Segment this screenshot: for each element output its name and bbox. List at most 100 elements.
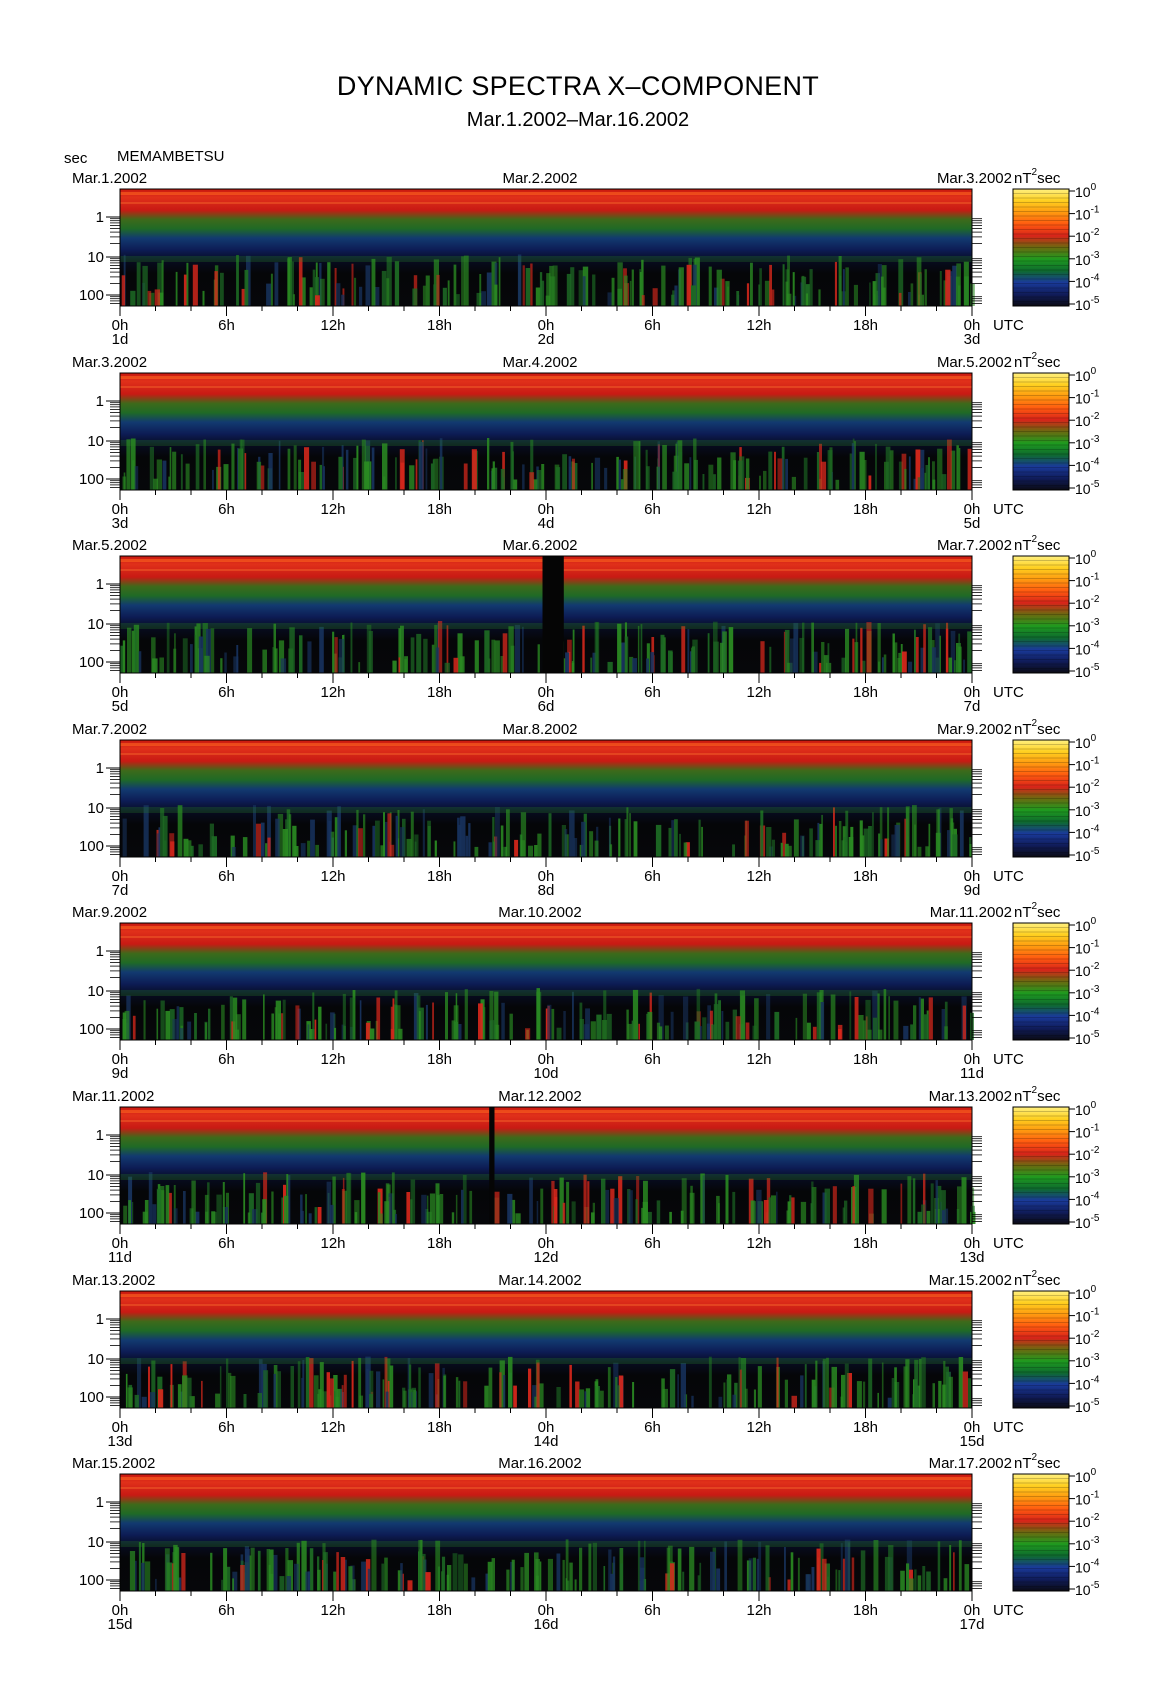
x-tick-label: 6h (218, 1602, 235, 1619)
x-tick-label: 6h (218, 1235, 235, 1252)
panel-date-right: Mar.7.2002 (937, 537, 1012, 554)
colorbar-tick-label: 10-4 (1075, 272, 1100, 290)
colorbar-tick-label: 10-4 (1075, 456, 1100, 474)
x-tick-label: 0h (538, 1051, 555, 1068)
y-tick-label: 100 (79, 1572, 104, 1589)
x-tick-label: 12h (320, 317, 345, 334)
colorbar-unit: nT2sec (1014, 351, 1061, 371)
panel-date-mid: Mar.2.2002 (502, 170, 577, 187)
x-tick-label: 0h (964, 1419, 981, 1436)
colorbar-tick-label: 100 (1075, 182, 1097, 200)
y-tick-label: 1 (96, 576, 104, 593)
x-tick-label: 6h (644, 317, 661, 334)
x-tick-label: 0h (964, 868, 981, 885)
colorbar-tick-label: 10-2 (1075, 594, 1100, 612)
x-tick-label: 0h (964, 1235, 981, 1252)
panel-date-mid: Mar.4.2002 (502, 354, 577, 371)
y-tick-label: 1 (96, 393, 104, 410)
day-label: 8d (538, 882, 555, 899)
x-tick-label: 18h (427, 501, 452, 518)
x-tick-label: 12h (746, 501, 771, 518)
spectrum-panel: Mar.13.2002 Mar.14.2002 Mar.15.2002 1 10 100 0… (72, 1269, 1100, 1450)
y-tick-label: 10 (87, 1167, 104, 1184)
x-tick-label: 6h (644, 868, 661, 885)
colorbar-tick-label: 10-3 (1075, 1168, 1100, 1186)
day-label: 15d (959, 1433, 984, 1450)
y-tick-label: 1 (96, 209, 104, 226)
colorbar-tick-label: 10-4 (1075, 1557, 1100, 1575)
day-label: 12d (533, 1249, 558, 1266)
x-tick-label: 18h (853, 1419, 878, 1436)
utc-label: UTC (993, 1051, 1024, 1068)
colorbar-tick-label: 100 (1075, 1467, 1097, 1485)
colorbar-tick-label: 10-5 (1075, 479, 1100, 497)
panel-date-left: Mar.11.2002 (72, 1088, 154, 1105)
x-tick-label: 0h (112, 317, 129, 334)
panel-date-right: Mar.17.2002 (929, 1455, 1012, 1472)
day-label: 13d (107, 1433, 132, 1450)
day-label: 15d (107, 1616, 132, 1633)
spectrum-panel: Mar.9.2002 Mar.10.2002 Mar.11.2002 1 10 100 0h… (72, 901, 1100, 1082)
y-tick-label: 10 (87, 1351, 104, 1368)
colorbar-tick-label: 10-4 (1075, 1006, 1100, 1024)
x-tick-label: 6h (218, 1419, 235, 1436)
x-tick-label: 6h (218, 684, 235, 701)
activity-streaks (122, 988, 974, 1040)
panel-date-mid: Mar.6.2002 (502, 537, 577, 554)
x-tick-label: 12h (746, 684, 771, 701)
x-tick-label: 18h (427, 868, 452, 885)
day-label: 17d (959, 1616, 984, 1633)
x-tick-label: 0h (538, 1602, 555, 1619)
colorbar-unit: nT2sec (1014, 1269, 1061, 1289)
panel-date-mid: Mar.16.2002 (498, 1455, 581, 1472)
spectrum-panel: Mar.7.2002 Mar.8.2002 Mar.9.2002 1 10 100 0h 6h… (72, 718, 1100, 899)
colorbar-tick-label: 10-5 (1075, 1029, 1100, 1047)
activity-streaks (122, 438, 972, 490)
colorbar-tick-label: 10-5 (1075, 1397, 1100, 1415)
panel-date-left: Mar.3.2002 (72, 354, 147, 371)
x-tick-label: 0h (964, 1051, 981, 1068)
x-tick-label: 0h (964, 317, 981, 334)
colorbar-tick-label: 10-2 (1075, 1512, 1100, 1530)
colorbar-tick-label: 10-2 (1075, 778, 1100, 796)
colorbar-tick-label: 10-5 (1075, 662, 1100, 680)
utc-label: UTC (993, 1235, 1024, 1252)
x-tick-label: 18h (427, 317, 452, 334)
day-label: 3d (112, 515, 129, 532)
colorbar-tick-label: 10-4 (1075, 1374, 1100, 1392)
x-tick-label: 6h (644, 684, 661, 701)
data-gap (489, 1107, 495, 1224)
panel-date-mid: Mar.14.2002 (498, 1272, 581, 1289)
x-tick-label: 0h (964, 1602, 981, 1619)
x-tick-label: 0h (112, 868, 129, 885)
colorbar-tick-label: 100 (1075, 1284, 1097, 1302)
colorbar-tick-label: 10-4 (1075, 1190, 1100, 1208)
y-tick-label: 10 (87, 800, 104, 817)
colorbar: 100 10-1 10-2 10-3 10-4 10-5 nT2sec (1012, 1452, 1100, 1598)
y-tick-label: 1 (96, 1311, 104, 1328)
x-tick-label: 6h (218, 1051, 235, 1068)
day-label: 14d (533, 1433, 558, 1450)
x-tick-label: 12h (746, 1602, 771, 1619)
colorbar-tick-label: 100 (1075, 1100, 1097, 1118)
colorbar-unit: nT2sec (1014, 1452, 1061, 1472)
panel-date-right: Mar.13.2002 (929, 1088, 1012, 1105)
colorbar-tick-label: 10-2 (1075, 1329, 1100, 1347)
colorbar-tick-label: 10-2 (1075, 227, 1100, 245)
day-label: 5d (112, 698, 129, 715)
x-tick-label: 6h (644, 501, 661, 518)
spectrogram (120, 189, 972, 306)
x-tick-label: 0h (112, 1419, 129, 1436)
x-tick-label: 0h (964, 684, 981, 701)
x-tick-label: 18h (853, 1602, 878, 1619)
panel-date-right: Mar.3.2002 (937, 170, 1012, 187)
day-label: 6d (538, 698, 555, 715)
x-tick-label: 18h (427, 1602, 452, 1619)
x-tick-label: 0h (112, 1051, 129, 1068)
panel-date-right: Mar.15.2002 (929, 1272, 1012, 1289)
y-tick-label: 100 (79, 654, 104, 671)
x-tick-label: 12h (320, 868, 345, 885)
colorbar: 100 10-1 10-2 10-3 10-4 10-5 nT2sec (1012, 534, 1100, 680)
colorbar-unit: nT2sec (1014, 718, 1061, 738)
